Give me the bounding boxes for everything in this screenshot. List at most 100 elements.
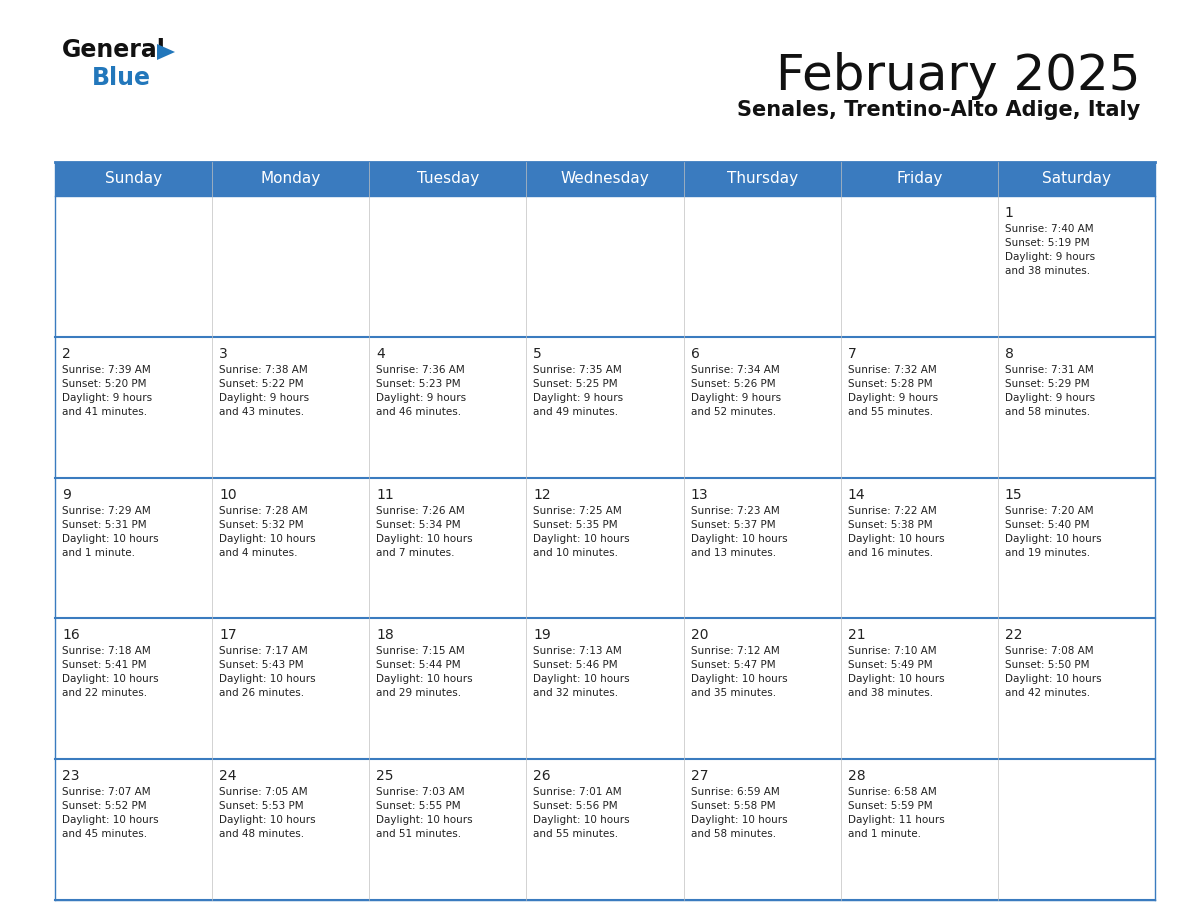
Text: 10: 10 bbox=[219, 487, 236, 501]
Text: 2: 2 bbox=[62, 347, 71, 361]
Bar bbox=[213, 619, 369, 759]
Text: 21: 21 bbox=[848, 629, 865, 643]
Text: 5: 5 bbox=[533, 347, 542, 361]
Text: Sunrise: 7:25 AM
Sunset: 5:35 PM
Daylight: 10 hours
and 10 minutes.: Sunrise: 7:25 AM Sunset: 5:35 PM Dayligh… bbox=[533, 506, 630, 557]
Bar bbox=[841, 759, 998, 900]
Bar bbox=[369, 759, 526, 900]
Bar bbox=[526, 759, 683, 900]
Text: Sunrise: 7:32 AM
Sunset: 5:28 PM
Daylight: 9 hours
and 55 minutes.: Sunrise: 7:32 AM Sunset: 5:28 PM Dayligh… bbox=[848, 364, 937, 417]
Bar bbox=[213, 759, 369, 900]
Text: Senales, Trentino-Alto Adige, Italy: Senales, Trentino-Alto Adige, Italy bbox=[737, 100, 1140, 120]
Text: Sunrise: 7:28 AM
Sunset: 5:32 PM
Daylight: 10 hours
and 4 minutes.: Sunrise: 7:28 AM Sunset: 5:32 PM Dayligh… bbox=[219, 506, 316, 557]
Bar bbox=[55, 162, 1155, 196]
Bar bbox=[998, 759, 1155, 900]
Text: Sunrise: 7:05 AM
Sunset: 5:53 PM
Daylight: 10 hours
and 48 minutes.: Sunrise: 7:05 AM Sunset: 5:53 PM Dayligh… bbox=[219, 788, 316, 839]
Text: 19: 19 bbox=[533, 629, 551, 643]
Text: 3: 3 bbox=[219, 347, 228, 361]
Bar bbox=[683, 477, 841, 619]
Bar bbox=[369, 619, 526, 759]
Bar bbox=[841, 477, 998, 619]
Text: 16: 16 bbox=[62, 629, 80, 643]
Text: Sunrise: 7:15 AM
Sunset: 5:44 PM
Daylight: 10 hours
and 29 minutes.: Sunrise: 7:15 AM Sunset: 5:44 PM Dayligh… bbox=[377, 646, 473, 699]
Bar bbox=[683, 759, 841, 900]
Bar bbox=[526, 619, 683, 759]
Text: Sunrise: 7:35 AM
Sunset: 5:25 PM
Daylight: 9 hours
and 49 minutes.: Sunrise: 7:35 AM Sunset: 5:25 PM Dayligh… bbox=[533, 364, 624, 417]
Text: 1: 1 bbox=[1005, 206, 1013, 220]
Text: 22: 22 bbox=[1005, 629, 1023, 643]
Text: Sunrise: 7:08 AM
Sunset: 5:50 PM
Daylight: 10 hours
and 42 minutes.: Sunrise: 7:08 AM Sunset: 5:50 PM Dayligh… bbox=[1005, 646, 1101, 699]
Bar bbox=[55, 196, 213, 337]
Text: Sunrise: 7:03 AM
Sunset: 5:55 PM
Daylight: 10 hours
and 51 minutes.: Sunrise: 7:03 AM Sunset: 5:55 PM Dayligh… bbox=[377, 788, 473, 839]
Text: Blue: Blue bbox=[91, 66, 151, 90]
Text: Sunrise: 7:36 AM
Sunset: 5:23 PM
Daylight: 9 hours
and 46 minutes.: Sunrise: 7:36 AM Sunset: 5:23 PM Dayligh… bbox=[377, 364, 467, 417]
Bar bbox=[369, 196, 526, 337]
Text: 23: 23 bbox=[62, 769, 80, 783]
Text: Sunrise: 7:22 AM
Sunset: 5:38 PM
Daylight: 10 hours
and 16 minutes.: Sunrise: 7:22 AM Sunset: 5:38 PM Dayligh… bbox=[848, 506, 944, 557]
Text: Sunday: Sunday bbox=[105, 172, 162, 186]
Bar bbox=[369, 477, 526, 619]
Text: Sunrise: 7:01 AM
Sunset: 5:56 PM
Daylight: 10 hours
and 55 minutes.: Sunrise: 7:01 AM Sunset: 5:56 PM Dayligh… bbox=[533, 788, 630, 839]
Bar bbox=[526, 477, 683, 619]
Text: 28: 28 bbox=[848, 769, 865, 783]
Text: Sunrise: 7:40 AM
Sunset: 5:19 PM
Daylight: 9 hours
and 38 minutes.: Sunrise: 7:40 AM Sunset: 5:19 PM Dayligh… bbox=[1005, 224, 1095, 276]
Bar bbox=[213, 337, 369, 477]
Text: 13: 13 bbox=[690, 487, 708, 501]
Text: February 2025: February 2025 bbox=[776, 52, 1140, 100]
Bar bbox=[55, 477, 213, 619]
Text: 17: 17 bbox=[219, 629, 236, 643]
Text: Sunrise: 7:13 AM
Sunset: 5:46 PM
Daylight: 10 hours
and 32 minutes.: Sunrise: 7:13 AM Sunset: 5:46 PM Dayligh… bbox=[533, 646, 630, 699]
Text: Sunrise: 7:12 AM
Sunset: 5:47 PM
Daylight: 10 hours
and 35 minutes.: Sunrise: 7:12 AM Sunset: 5:47 PM Dayligh… bbox=[690, 646, 788, 699]
Text: 24: 24 bbox=[219, 769, 236, 783]
Text: Sunrise: 7:29 AM
Sunset: 5:31 PM
Daylight: 10 hours
and 1 minute.: Sunrise: 7:29 AM Sunset: 5:31 PM Dayligh… bbox=[62, 506, 159, 557]
Bar bbox=[841, 196, 998, 337]
Text: 11: 11 bbox=[377, 487, 394, 501]
Bar bbox=[841, 337, 998, 477]
Bar bbox=[998, 619, 1155, 759]
Text: Sunrise: 6:58 AM
Sunset: 5:59 PM
Daylight: 11 hours
and 1 minute.: Sunrise: 6:58 AM Sunset: 5:59 PM Dayligh… bbox=[848, 788, 944, 839]
Bar bbox=[55, 619, 213, 759]
Text: 7: 7 bbox=[848, 347, 857, 361]
Polygon shape bbox=[157, 44, 175, 60]
Bar bbox=[998, 477, 1155, 619]
Text: Tuesday: Tuesday bbox=[417, 172, 479, 186]
Text: Monday: Monday bbox=[260, 172, 321, 186]
Bar bbox=[998, 196, 1155, 337]
Text: Sunrise: 7:23 AM
Sunset: 5:37 PM
Daylight: 10 hours
and 13 minutes.: Sunrise: 7:23 AM Sunset: 5:37 PM Dayligh… bbox=[690, 506, 788, 557]
Text: 14: 14 bbox=[848, 487, 865, 501]
Bar bbox=[998, 337, 1155, 477]
Text: 6: 6 bbox=[690, 347, 700, 361]
Text: Sunrise: 7:31 AM
Sunset: 5:29 PM
Daylight: 9 hours
and 58 minutes.: Sunrise: 7:31 AM Sunset: 5:29 PM Dayligh… bbox=[1005, 364, 1095, 417]
Bar bbox=[369, 337, 526, 477]
Bar bbox=[55, 337, 213, 477]
Bar bbox=[841, 619, 998, 759]
Text: Sunrise: 7:07 AM
Sunset: 5:52 PM
Daylight: 10 hours
and 45 minutes.: Sunrise: 7:07 AM Sunset: 5:52 PM Dayligh… bbox=[62, 788, 159, 839]
Bar bbox=[213, 196, 369, 337]
Bar bbox=[213, 477, 369, 619]
Text: Thursday: Thursday bbox=[727, 172, 797, 186]
Text: Wednesday: Wednesday bbox=[561, 172, 650, 186]
Bar bbox=[683, 337, 841, 477]
Bar bbox=[526, 196, 683, 337]
Bar bbox=[55, 759, 213, 900]
Text: Sunrise: 7:26 AM
Sunset: 5:34 PM
Daylight: 10 hours
and 7 minutes.: Sunrise: 7:26 AM Sunset: 5:34 PM Dayligh… bbox=[377, 506, 473, 557]
Text: Sunrise: 7:34 AM
Sunset: 5:26 PM
Daylight: 9 hours
and 52 minutes.: Sunrise: 7:34 AM Sunset: 5:26 PM Dayligh… bbox=[690, 364, 781, 417]
Text: 15: 15 bbox=[1005, 487, 1023, 501]
Text: 20: 20 bbox=[690, 629, 708, 643]
Text: 12: 12 bbox=[533, 487, 551, 501]
Text: 8: 8 bbox=[1005, 347, 1013, 361]
Text: General: General bbox=[62, 38, 166, 62]
Text: 4: 4 bbox=[377, 347, 385, 361]
Bar bbox=[526, 337, 683, 477]
Text: 27: 27 bbox=[690, 769, 708, 783]
Text: Sunrise: 7:10 AM
Sunset: 5:49 PM
Daylight: 10 hours
and 38 minutes.: Sunrise: 7:10 AM Sunset: 5:49 PM Dayligh… bbox=[848, 646, 944, 699]
Text: Sunrise: 7:18 AM
Sunset: 5:41 PM
Daylight: 10 hours
and 22 minutes.: Sunrise: 7:18 AM Sunset: 5:41 PM Dayligh… bbox=[62, 646, 159, 699]
Text: Friday: Friday bbox=[896, 172, 942, 186]
Text: Sunrise: 7:20 AM
Sunset: 5:40 PM
Daylight: 10 hours
and 19 minutes.: Sunrise: 7:20 AM Sunset: 5:40 PM Dayligh… bbox=[1005, 506, 1101, 557]
Text: Sunrise: 7:38 AM
Sunset: 5:22 PM
Daylight: 9 hours
and 43 minutes.: Sunrise: 7:38 AM Sunset: 5:22 PM Dayligh… bbox=[219, 364, 309, 417]
Text: Saturday: Saturday bbox=[1042, 172, 1111, 186]
Text: 25: 25 bbox=[377, 769, 393, 783]
Text: 9: 9 bbox=[62, 487, 71, 501]
Bar bbox=[683, 619, 841, 759]
Text: 18: 18 bbox=[377, 629, 394, 643]
Text: 26: 26 bbox=[533, 769, 551, 783]
